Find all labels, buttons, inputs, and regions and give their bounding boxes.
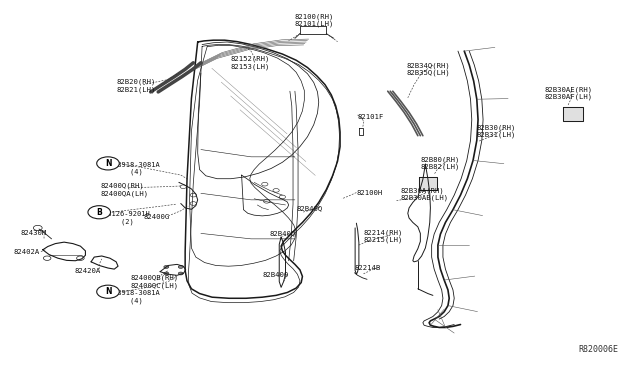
Text: B: B xyxy=(97,208,102,217)
Circle shape xyxy=(97,157,119,170)
Circle shape xyxy=(88,206,111,219)
Text: 82400Q(RH)
82400QA(LH): 82400Q(RH) 82400QA(LH) xyxy=(100,183,148,197)
Text: R820006E: R820006E xyxy=(578,346,618,355)
Text: 82100H: 82100H xyxy=(356,190,383,196)
Text: 08918-3081A
    (4): 08918-3081A (4) xyxy=(113,162,160,175)
Text: 08918-3081A
    (4): 08918-3081A (4) xyxy=(113,291,160,304)
Text: N: N xyxy=(105,159,111,168)
Circle shape xyxy=(164,266,169,268)
Text: 82B30A(RH)
82B30AB(LH): 82B30A(RH) 82B30AB(LH) xyxy=(400,187,449,201)
Text: 82152(RH)
82153(LH): 82152(RH) 82153(LH) xyxy=(231,56,270,70)
Text: 82100(RH)
82101(LH): 82100(RH) 82101(LH) xyxy=(294,13,333,27)
Text: 82214B: 82214B xyxy=(355,265,381,271)
Circle shape xyxy=(97,285,119,298)
Text: 82430M: 82430M xyxy=(20,230,47,236)
Text: 82B400: 82B400 xyxy=(262,272,289,278)
Circle shape xyxy=(179,272,183,275)
Text: 82B40Q: 82B40Q xyxy=(270,230,296,236)
Polygon shape xyxy=(563,106,584,121)
Text: 82B30AE(RH)
82B30AF(LH): 82B30AE(RH) 82B30AF(LH) xyxy=(545,86,593,100)
Text: 82B30(RH)
82B31(LH): 82B30(RH) 82B31(LH) xyxy=(477,124,516,138)
Text: 82402A: 82402A xyxy=(14,249,40,255)
Text: 82B34Q(RH)
82B35Q(LH): 82B34Q(RH) 82B35Q(LH) xyxy=(406,62,451,76)
Text: 82B40Q: 82B40Q xyxy=(296,205,323,211)
Text: 82101F: 82101F xyxy=(358,114,384,120)
Circle shape xyxy=(179,266,183,268)
Text: N: N xyxy=(105,287,111,296)
Text: 08126-9201H
    (2): 08126-9201H (2) xyxy=(104,211,150,225)
Text: 82B20(RH)
82B21(LH): 82B20(RH) 82B21(LH) xyxy=(116,79,156,93)
Text: 82400QB(RH)
82400QC(LH): 82400QB(RH) 82400QC(LH) xyxy=(131,275,179,289)
Polygon shape xyxy=(419,177,436,190)
Text: 82420A: 82420A xyxy=(74,267,100,273)
Circle shape xyxy=(164,272,169,275)
Text: 82B80(RH)
82B82(LH): 82B80(RH) 82B82(LH) xyxy=(420,156,460,170)
Text: 82214(RH)
82215(LH): 82214(RH) 82215(LH) xyxy=(364,229,403,243)
Text: 82400G: 82400G xyxy=(143,214,170,220)
